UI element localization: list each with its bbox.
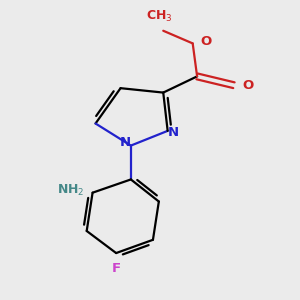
Text: CH$_3$: CH$_3$ <box>146 9 172 24</box>
Text: NH$_2$: NH$_2$ <box>57 183 84 198</box>
Text: N: N <box>120 136 131 149</box>
Text: O: O <box>200 35 211 48</box>
Text: N: N <box>168 126 179 139</box>
Text: F: F <box>112 262 121 275</box>
Text: O: O <box>242 79 254 92</box>
